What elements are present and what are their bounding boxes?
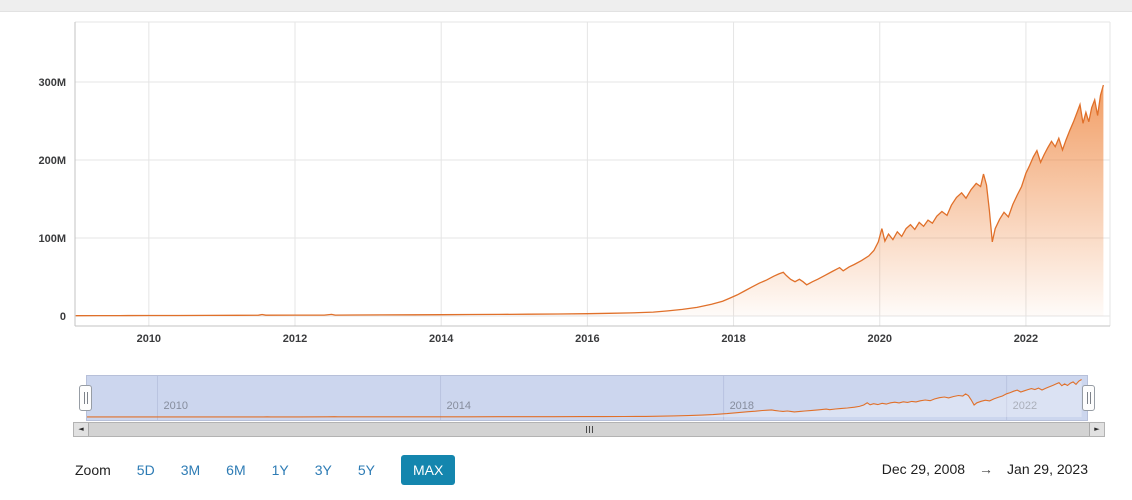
svg-text:2022: 2022 — [1014, 333, 1038, 345]
navigator[interactable]: 2010 2014 2018 2022 — [79, 375, 1095, 421]
navigator-preview-chart[interactable]: 2010 2014 2018 2022 — [86, 375, 1088, 421]
navigator-right-handle-icon[interactable] — [1082, 385, 1095, 411]
horizontal-scrollbar[interactable]: ◄ ► — [73, 422, 1105, 437]
svg-text:2014: 2014 — [447, 400, 471, 412]
scroll-left-arrow-icon[interactable]: ◄ — [74, 423, 89, 436]
zoom-range-6m[interactable]: 6M — [226, 462, 246, 478]
scrollbar-thumb[interactable] — [89, 423, 1089, 436]
svg-text:0: 0 — [60, 311, 66, 323]
zoom-range-5y[interactable]: 5Y — [357, 462, 375, 478]
zoom-range-3m[interactable]: 3M — [180, 462, 201, 478]
top-strip — [0, 0, 1132, 12]
svg-text:2010: 2010 — [137, 333, 161, 345]
svg-text:2010: 2010 — [163, 400, 187, 412]
price-area-chart[interactable]: 0 100M 200M 300M 2010 2012 2014 2016 2018 2020 202… — [0, 0, 1132, 352]
scroll-right-arrow-icon[interactable]: ► — [1089, 423, 1104, 436]
svg-text:2014: 2014 — [429, 333, 454, 345]
navigator-left-handle-icon[interactable] — [79, 385, 92, 411]
svg-text:2018: 2018 — [730, 400, 754, 412]
svg-text:100M: 100M — [38, 233, 66, 245]
svg-text:2016: 2016 — [575, 333, 599, 345]
svg-text:200M: 200M — [38, 155, 66, 167]
zoom-range-3y[interactable]: 3Y — [314, 462, 332, 478]
scrollbar-grip-icon — [585, 426, 587, 433]
date-to-field[interactable]: Jan 29, 2023 — [1007, 461, 1088, 477]
zoom-range-5d[interactable]: 5D — [136, 462, 155, 478]
svg-text:300M: 300M — [38, 77, 66, 89]
svg-text:2012: 2012 — [283, 333, 307, 345]
svg-text:2022: 2022 — [1013, 400, 1037, 412]
date-range: Dec 29, 2008 → Jan 29, 2023 — [882, 461, 1088, 477]
period-selector: Zoom 5D 3M 6M 1Y 3Y 5Y MAX — [75, 455, 456, 485]
svg-text:2018: 2018 — [721, 333, 745, 345]
zoom-label: Zoom — [75, 462, 111, 478]
zoom-range-1y[interactable]: 1Y — [271, 462, 289, 478]
arrow-right-icon: → — [979, 461, 994, 477]
svg-text:2020: 2020 — [868, 333, 892, 345]
zoom-range-max[interactable]: MAX — [400, 455, 456, 485]
date-from-field[interactable]: Dec 29, 2008 — [881, 461, 966, 477]
